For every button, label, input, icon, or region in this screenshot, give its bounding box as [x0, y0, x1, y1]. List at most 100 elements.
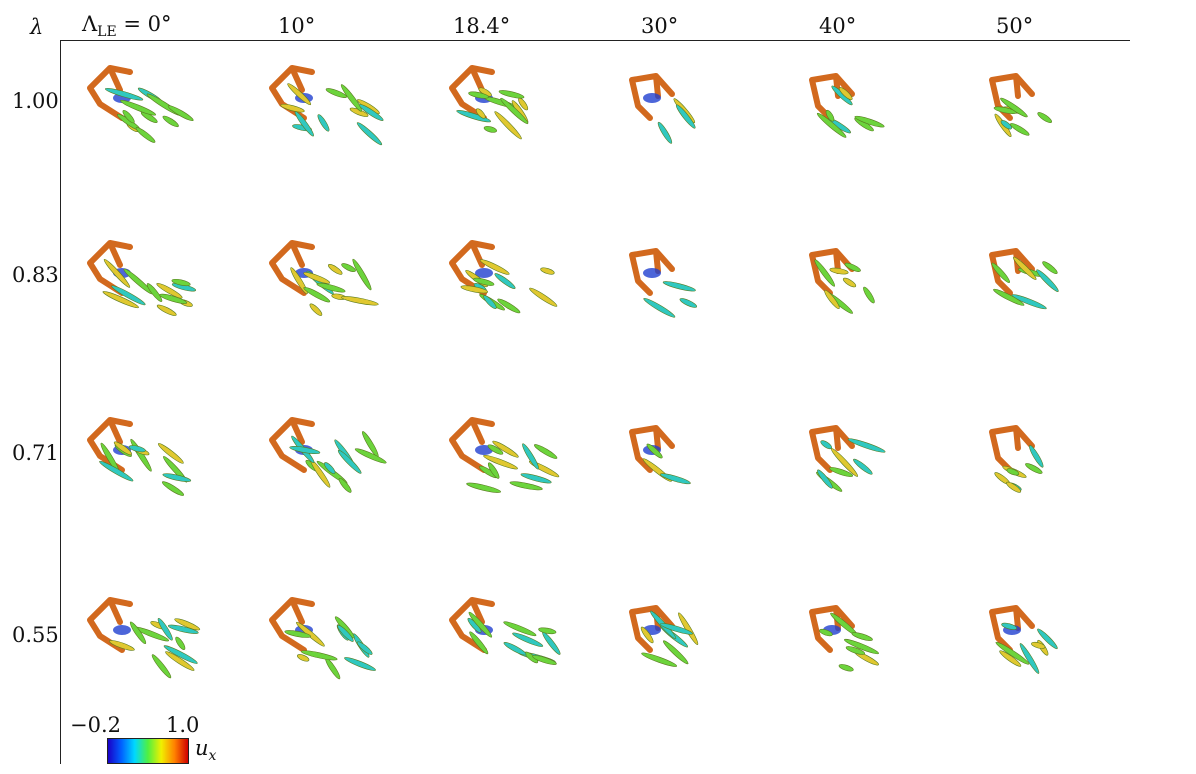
- wake-vortex-tube: [111, 285, 146, 306]
- panel-r0-c1: [269, 65, 384, 146]
- wake-vortex-tube: [151, 654, 172, 679]
- wake-vortex-tube: [468, 91, 489, 99]
- wake-vortex-tube: [643, 297, 676, 318]
- wake-vortex-tube: [113, 441, 132, 456]
- wake-vortex-tube: [1031, 641, 1046, 649]
- wake-vortex-tube: [165, 651, 195, 671]
- wake-vortex-tube: [344, 657, 376, 671]
- wake-vortex-tube: [847, 438, 886, 453]
- wake-vortex-tube: [167, 624, 199, 634]
- panel-r2-c1: [269, 417, 387, 493]
- wake-vortex-tube: [287, 83, 312, 106]
- wake-vortex-tube: [135, 127, 156, 143]
- wake-vortex-tube: [844, 262, 861, 272]
- leading-edge-vortex: [809, 425, 855, 473]
- column-label-30: 30°: [641, 14, 679, 38]
- wake-vortex-tube: [542, 631, 561, 655]
- wake-vortex-tube: [842, 277, 857, 288]
- panel-r3-c3: [629, 605, 699, 667]
- wake-vortex-tube: [324, 462, 336, 475]
- wake-vortex-tube: [1037, 112, 1053, 124]
- wake-vortex-tube: [660, 473, 691, 485]
- wake-vortex-tube: [174, 618, 201, 631]
- leading-edge-vortex: [449, 597, 495, 653]
- wake-vortex-tube: [863, 286, 875, 304]
- wake-vortex-tube: [829, 467, 854, 477]
- wake-vortex-tube: [640, 626, 654, 644]
- wake-vortex-tube: [341, 296, 379, 306]
- wake-vortex-tube: [844, 638, 879, 655]
- wake-vortex-tube: [487, 462, 500, 479]
- row-label-0-55: 0.55: [12, 623, 59, 647]
- wake-vortex-tube: [487, 444, 504, 455]
- wake-vortex-tube: [995, 641, 1030, 665]
- wake-vortex-tube: [1010, 123, 1030, 136]
- wake-vortex-tube: [157, 443, 184, 464]
- leading-edge-vortex: [449, 65, 495, 121]
- panel-r0-c4: [809, 73, 885, 138]
- wake-vortex-tube: [1012, 256, 1037, 280]
- wake-vortex-tube: [1025, 463, 1043, 474]
- wake-vortex-tube: [814, 259, 836, 287]
- wake-vortex-tube: [303, 286, 331, 303]
- wake-vortex-tube: [167, 105, 194, 122]
- wake-vortex-tube: [109, 640, 135, 651]
- vortex-core: [643, 268, 661, 278]
- wake-vortex-tube: [327, 263, 343, 275]
- wake-vortex-tube: [829, 267, 849, 275]
- wake-vortex-tube: [816, 112, 847, 138]
- wake-vortex-tube: [1042, 261, 1058, 274]
- wake-vortex-tube: [991, 262, 1010, 284]
- wake-vortex-tube: [460, 285, 489, 294]
- panel-r1-c1: [269, 240, 379, 316]
- wake-vortex-tube: [162, 115, 179, 128]
- wake-vortex-tube: [356, 641, 373, 655]
- wake-vortex-tube: [284, 630, 311, 638]
- panel-r1-c4: [809, 248, 875, 314]
- panel-r0-c2: [449, 65, 529, 140]
- wake-vortex-tube: [1006, 468, 1020, 476]
- wake-vortex-tube: [337, 449, 362, 474]
- wake-vortex-tube: [309, 303, 323, 316]
- panel-r3-c1: [269, 597, 376, 680]
- wake-vortex-tube: [358, 104, 384, 121]
- leading-edge-vortex: [629, 248, 675, 296]
- wake-vortex-tube: [156, 304, 177, 316]
- wake-vortex-tube: [993, 288, 1025, 306]
- wake-vortex-tube: [300, 650, 338, 661]
- wake-vortex-tube: [290, 267, 308, 295]
- wake-vortex-tube: [533, 444, 558, 459]
- wake-vortex-tube: [297, 654, 310, 662]
- wake-vortex-tube: [475, 108, 486, 119]
- wake-vortex-tube: [354, 448, 387, 464]
- wake-vortex-tube: [473, 277, 495, 286]
- column-label-10: 10°: [278, 14, 316, 38]
- wake-vortex-tube: [492, 440, 519, 458]
- wake-vortex-tube: [120, 99, 157, 116]
- wake-vortex-tube: [529, 287, 558, 307]
- wake-vortex-tube: [1000, 120, 1013, 130]
- wake-vortex-tube: [104, 87, 144, 101]
- wake-vortex-tube: [820, 440, 832, 450]
- wake-vortex-tube: [497, 298, 521, 314]
- colorbar: [107, 738, 189, 764]
- colorbar-min-label: −0.2: [70, 713, 121, 737]
- panel-r0-c5: [989, 73, 1053, 138]
- wake-vortex-tube: [280, 103, 305, 113]
- wake-vortex-tube: [338, 477, 352, 493]
- sweep-header: ΛLE = 0°: [82, 12, 172, 41]
- top-axis-line: [60, 40, 1130, 41]
- wake-vortex-tube: [503, 621, 537, 637]
- leading-edge-vortex: [449, 417, 495, 473]
- wake-vortex-tube: [679, 298, 698, 308]
- wake-vortex-tube: [503, 642, 527, 656]
- column-label-40: 40°: [819, 14, 857, 38]
- wake-vortex-tube: [466, 482, 502, 493]
- wake-vortex-tube: [494, 111, 522, 140]
- wake-vortex-tube: [646, 443, 663, 459]
- wake-vortex-tube: [468, 611, 493, 638]
- wake-vortex-tube: [99, 460, 134, 482]
- wake-vortex-tube: [483, 295, 497, 310]
- wake-vortex-tube: [156, 282, 183, 299]
